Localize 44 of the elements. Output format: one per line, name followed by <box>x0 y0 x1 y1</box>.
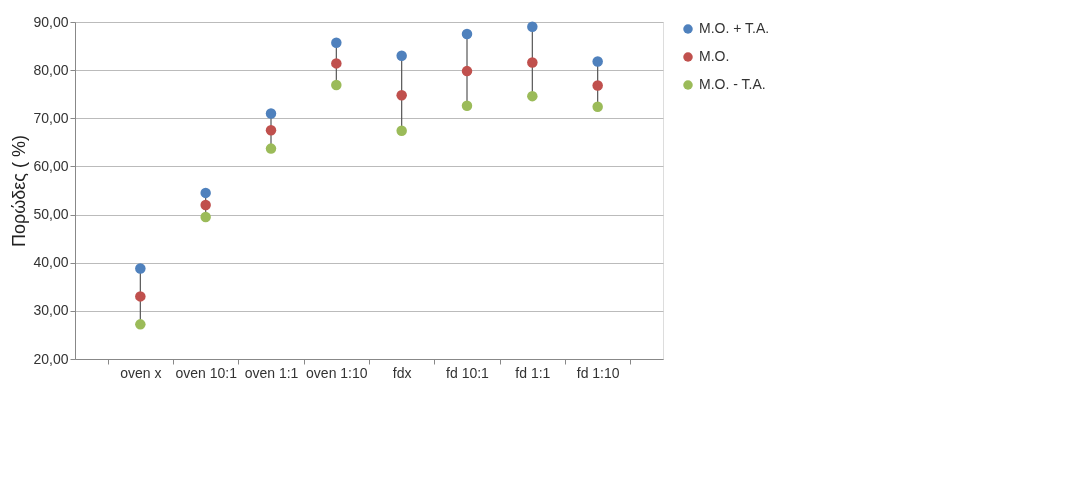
y-tick-label: 60,00 <box>33 157 69 174</box>
point <box>331 58 342 69</box>
point <box>200 199 211 211</box>
point <box>331 37 342 48</box>
x-tick-label: fdx <box>392 364 412 381</box>
point <box>135 319 146 330</box>
legend-label: M.O. <box>699 48 730 64</box>
point <box>265 143 277 154</box>
y-tick-label: 80,00 <box>33 61 69 78</box>
y-tick-label: 70,00 <box>33 109 69 126</box>
y-tick-label: 30,00 <box>33 302 69 319</box>
y-tick-label: 50,00 <box>33 206 69 223</box>
point <box>527 90 538 102</box>
point <box>396 50 407 61</box>
point <box>461 100 473 111</box>
point <box>592 101 603 112</box>
point <box>461 28 473 40</box>
x-tick-label: oven 10:1 <box>175 364 238 381</box>
point <box>592 56 603 67</box>
point <box>396 89 407 101</box>
point <box>396 125 407 137</box>
point <box>135 291 146 302</box>
y-axis-title: Πορώδες ( %) <box>9 134 30 248</box>
point <box>200 211 211 223</box>
point <box>265 125 277 136</box>
x-tick-label: fd 10:1 <box>446 364 490 381</box>
point <box>265 108 277 119</box>
legend-label: M.O. - T.A. <box>699 76 766 92</box>
point <box>331 79 342 91</box>
x-tick-label: fd 1:10 <box>576 364 620 381</box>
point <box>592 80 603 91</box>
x-tick-label: fd 1:1 <box>515 364 551 381</box>
point <box>527 57 538 68</box>
point <box>527 21 538 33</box>
y-tick-label: 20,00 <box>33 350 69 367</box>
point <box>135 263 146 274</box>
x-tick-label: oven 1:10 <box>306 364 368 381</box>
y-tick-label: 90,00 <box>33 13 69 30</box>
x-tick-label: oven 1:1 <box>244 364 299 381</box>
y-tick-label: 40,00 <box>33 254 69 271</box>
x-tick-label: oven x <box>120 364 162 381</box>
legend-label: M.O. + T.A. <box>699 20 770 36</box>
point <box>200 187 211 199</box>
point <box>461 65 473 77</box>
